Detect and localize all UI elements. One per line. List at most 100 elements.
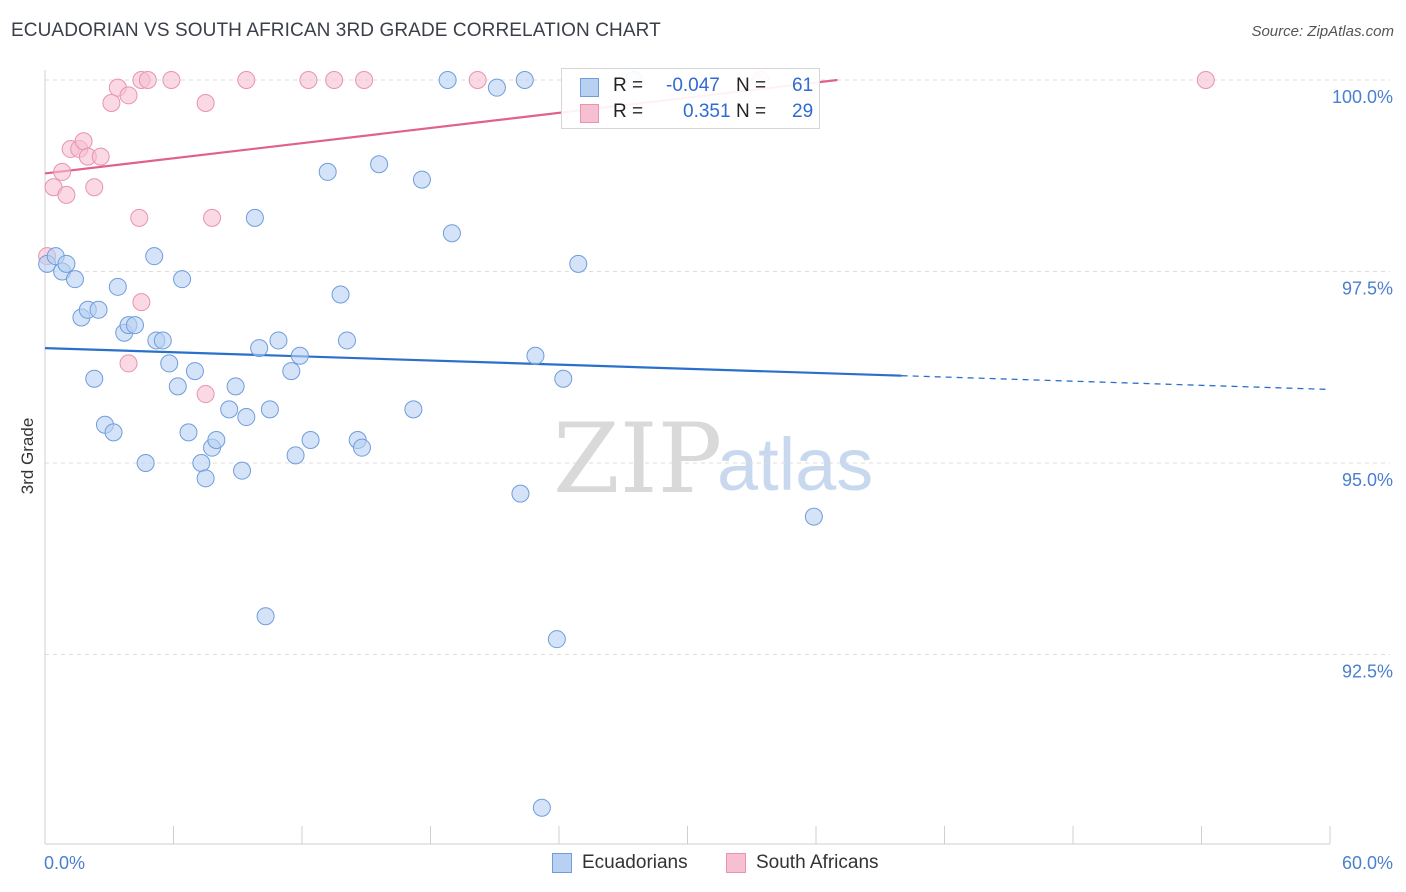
x-tick-label: 60.0% [1342, 853, 1393, 873]
south-african-point [196, 93, 215, 112]
ecuadorian-point [547, 630, 566, 649]
watermark-atlas: atlas [717, 423, 873, 506]
n-label: N = [736, 101, 767, 122]
south-african-point [85, 178, 104, 197]
south-african-point [299, 71, 318, 89]
south-african-point [74, 132, 93, 151]
watermark: ZIP atlas [553, 403, 873, 515]
data-points [38, 71, 1215, 817]
ecuadorian-point [260, 400, 279, 419]
ecuadorian-point [337, 331, 356, 350]
south-african-point [130, 208, 149, 227]
ecuadorian-point [226, 377, 245, 396]
ecuadorian-point [269, 331, 288, 350]
ecuadorian-point [85, 369, 104, 388]
ecuadorian-point [569, 254, 588, 273]
ecuadorian-point [404, 400, 423, 419]
x-tick-label: 0.0% [44, 853, 85, 873]
y-axis-label: 3rd Grade [18, 418, 37, 495]
ecuadorian-point [438, 71, 457, 89]
south-african-point [468, 71, 487, 89]
r-label: R = [613, 101, 644, 122]
south-african-point [237, 71, 256, 89]
ecuadorian-point [318, 162, 337, 181]
stats-legend: R = -0.047 N = 61 R = 0.351 N = 29 [561, 68, 820, 129]
ecuadorian-point [282, 362, 301, 381]
ecuadorian-point [412, 170, 431, 189]
ecuadorian-point [511, 484, 530, 503]
ecuadorian-point [804, 507, 823, 526]
south-african-point [119, 86, 138, 105]
ecuadorian-point [220, 400, 239, 419]
ecuadorians-swatch [580, 78, 599, 97]
r-value: -0.047 [666, 75, 720, 96]
ecuadorian-point [207, 431, 226, 450]
n-value: 61 [792, 75, 814, 96]
r-label: R = [613, 75, 644, 96]
ecuadorian-point [532, 798, 551, 817]
south-african-point [325, 71, 344, 89]
south-african-point [162, 71, 181, 89]
ecuadorian-point [104, 423, 123, 442]
n-label: N = [736, 75, 767, 96]
gridlines [45, 79, 1390, 655]
south-african-point [196, 385, 215, 404]
ecuadorian-point [442, 224, 461, 243]
ecuadorian-point [301, 431, 320, 450]
south-african-point [203, 208, 222, 227]
chart-title: ECUADORIAN VS SOUTH AFRICAN 3RD GRADE CO… [11, 20, 661, 41]
ecuadorian-point [65, 270, 84, 289]
ecuadorian-point [168, 377, 187, 396]
ecuadorian-point [153, 331, 172, 350]
ecuadorian-point [108, 277, 127, 296]
ecuadorian-point [192, 454, 211, 472]
south-african-point [57, 185, 76, 204]
ecuadorian-point [370, 155, 389, 174]
ecuadorian-point [196, 469, 215, 488]
ecuadorian-point [331, 285, 350, 304]
ecuadorian-point [286, 446, 305, 465]
ecuadorian-point [185, 362, 204, 381]
ecuadorian-point [89, 300, 108, 319]
n-value: 29 [792, 101, 814, 122]
south-african-point [1196, 71, 1215, 89]
y-tick-label: 100.0% [1332, 87, 1393, 107]
ecuadorian-point [250, 339, 269, 358]
ecuadorians-legend-label: Ecuadorians [582, 852, 688, 873]
ecuadorian-point [515, 71, 534, 89]
ecuadorian-point [237, 408, 256, 427]
ecuadorians-legend-swatch [552, 853, 572, 873]
south-african-point [91, 147, 110, 166]
ecuadorians-trend-extension [901, 375, 1331, 391]
ecuadorian-point [352, 438, 371, 457]
source-credit: Source: ZipAtlas.com [1251, 23, 1394, 40]
south-african-point [119, 354, 138, 373]
y-tick-label: 97.5% [1342, 279, 1393, 299]
south-african-point [53, 162, 72, 181]
ecuadorian-point [160, 354, 179, 373]
y-tick-label: 92.5% [1342, 662, 1393, 682]
ecuadorian-point [554, 369, 573, 388]
y-tick-label: 95.0% [1342, 470, 1393, 490]
ecuadorian-point [145, 247, 164, 266]
south-africans-swatch [580, 104, 599, 123]
watermark-zip: ZIP [553, 403, 722, 515]
south-african-point [132, 293, 151, 312]
ecuadorian-point [125, 316, 144, 335]
ecuadorian-point [256, 607, 275, 626]
ecuadorian-point [245, 208, 264, 227]
ecuadorian-point [290, 346, 309, 365]
ecuadorian-point [233, 461, 252, 480]
axes [44, 70, 1331, 845]
r-value: 0.351 [683, 101, 731, 122]
south-african-point [138, 71, 157, 89]
south-africans-legend-swatch [726, 853, 746, 873]
ecuadorians-trend-line [44, 347, 902, 377]
series-legend: Ecuadorians South Africans [0, 852, 1406, 878]
ecuadorian-point [173, 270, 192, 289]
south-african-point [102, 93, 121, 112]
ecuadorian-point [526, 346, 545, 365]
ecuadorian-point [179, 423, 198, 442]
tick-labels: 92.5% 95.0% 97.5% 100.0% 0.0% 60.0% [44, 87, 1393, 873]
